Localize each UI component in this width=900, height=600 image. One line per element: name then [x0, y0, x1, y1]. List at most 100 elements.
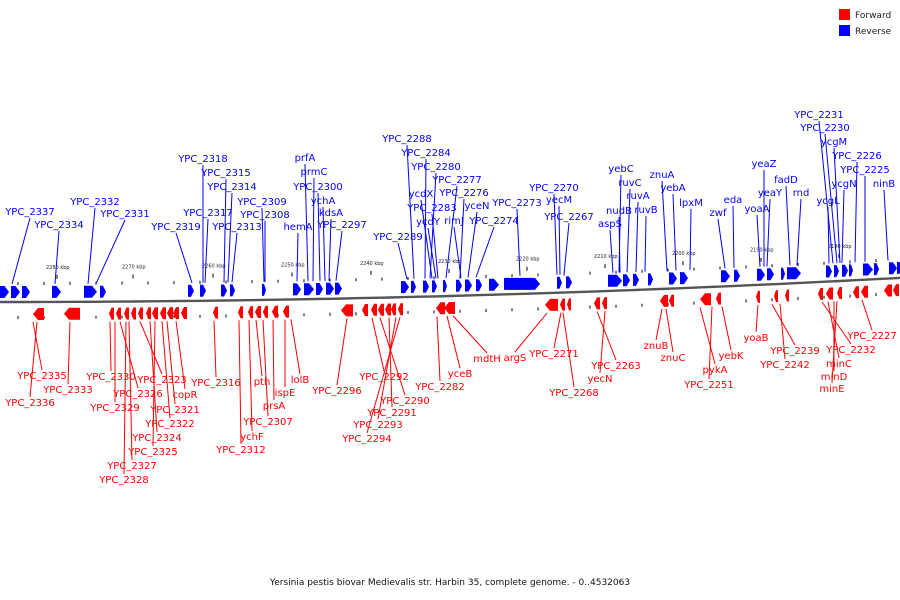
- leader-line-ypc-2277: [445, 185, 458, 279]
- gene-arrow: [567, 298, 571, 311]
- leader-line-ypc-2337: [11, 217, 31, 285]
- tick-label: 2190 kbp: [750, 248, 774, 254]
- gene-arrow: [545, 298, 558, 311]
- leader-line-copr: [175, 321, 186, 390]
- gene-label-minc: minC: [826, 359, 852, 370]
- gene-label-yebc: yebC: [608, 164, 633, 175]
- gene-arrow: [861, 285, 868, 298]
- gene-label-ruvc: ruvC: [618, 178, 641, 189]
- gene-arrow: [221, 284, 227, 297]
- leader-line-yebk: [721, 306, 732, 351]
- leader-line-zwf: [717, 218, 726, 269]
- gene-label-kdsa: kdsA: [319, 208, 343, 219]
- leader-line-znua: [661, 180, 668, 271]
- gene-arrow: [465, 279, 472, 292]
- leader-line-ypc-2314: [227, 192, 233, 283]
- gene-label-yoaa: yoaA: [744, 204, 769, 215]
- gene-label-ypc-2282: YPC_2282: [414, 382, 465, 393]
- gene-label-ypc-2232: YPC_2232: [825, 345, 876, 356]
- leader-line-ycgn: [841, 189, 845, 263]
- legend-reverse-swatch: [839, 25, 850, 36]
- gene-arrow: [262, 283, 266, 296]
- gene-label-ypc-2251: YPC_2251: [683, 380, 734, 391]
- legend-forward-swatch: [839, 9, 850, 20]
- leader-line-ypc-2291: [388, 317, 393, 408]
- gene-label-ypc-2296: YPC_2296: [311, 386, 362, 397]
- gene-label-ypc-2337: YPC_2337: [4, 207, 55, 218]
- gene-arrow: [669, 294, 674, 307]
- gene-arrow: [22, 286, 30, 298]
- gene-arrow: [781, 267, 785, 280]
- gene-arrow: [33, 308, 44, 320]
- tick-label: 2280 kbp: [46, 265, 70, 271]
- leader-line-pyka: [699, 307, 716, 365]
- leader-line-ypc-2282: [436, 316, 441, 382]
- gene-label-eda: eda: [724, 195, 743, 206]
- gene-arrow: [884, 284, 892, 297]
- leader-line-ycdy: [427, 227, 437, 279]
- leader-line-ruva: [635, 201, 639, 272]
- gene-arrow: [560, 298, 565, 311]
- leader-line-prmc: [312, 177, 315, 282]
- gene-label-ypc-2319: YPC_2319: [150, 222, 201, 233]
- gene-label-ypc-2334: YPC_2334: [33, 220, 84, 231]
- gene-arrow: [432, 280, 437, 293]
- gene-label-zwf: zwf: [710, 208, 727, 219]
- legend-reverse-label: Reverse: [855, 27, 892, 37]
- gene-arrow: [167, 307, 173, 320]
- gene-arrow: [716, 292, 721, 305]
- leader-line-ypc-2325: [152, 321, 156, 447]
- gene-label-ypc-2225: YPC_2225: [839, 165, 890, 176]
- gene-label-ypc-2328: YPC_2328: [98, 475, 149, 486]
- gene-label-ypc-2290: YPC_2290: [379, 396, 430, 407]
- gene-arrow: [11, 286, 20, 298]
- gene-label-yoab: yoaB: [743, 333, 768, 344]
- leader-line-yceb: [446, 315, 461, 369]
- gene-arrow: [0, 286, 9, 298]
- gene-arrow: [181, 307, 187, 319]
- gene-arrow: [152, 307, 158, 320]
- leader-line-ypc-2267: [563, 222, 570, 275]
- gene-label-ycdy: ycdY: [416, 217, 441, 228]
- leader-line-ypc-2309: [261, 207, 265, 282]
- leader-line-ypc-2293: [377, 317, 397, 420]
- gene-label-yeaz: yeaZ: [751, 159, 776, 170]
- gene-arrow: [721, 270, 730, 283]
- gene-arrow: [109, 307, 114, 320]
- leader-line-ycgm: [833, 147, 841, 263]
- leader-line-ypc-2328: [123, 321, 127, 475]
- gene-label-ypc-2309: YPC_2309: [236, 197, 287, 208]
- gene-label-ycha: ychA: [311, 196, 336, 207]
- leader-line-ypc-2288: [406, 144, 415, 279]
- gene-label-yecm: yecM: [546, 195, 572, 206]
- gene-label-ypc-2297: YPC_2297: [316, 220, 367, 231]
- gene-arrow: [893, 284, 899, 297]
- gene-arrow: [385, 303, 391, 316]
- leader-line-pth: [255, 319, 263, 377]
- leader-line-ypc-2251: [708, 306, 713, 380]
- forward-genes: YPC_2335 YPC_2336 YPC_2333 YPC_2330 YPC_2329…: [4, 284, 899, 486]
- gene-arrow: [213, 306, 218, 319]
- gene-label-ypc-2292: YPC_2292: [358, 372, 409, 383]
- gene-arrow: [188, 284, 194, 297]
- gene-label-ypc-2329: YPC_2329: [89, 403, 140, 414]
- gene-label-ypc-2280: YPC_2280: [410, 162, 461, 173]
- leader-line-nudb: [618, 216, 621, 273]
- gene-arrow: [680, 272, 688, 285]
- gene-arrow: [272, 305, 278, 318]
- leader-line-yecm: [558, 205, 561, 275]
- gene-arrow: [391, 303, 396, 316]
- gene-arrow: [834, 265, 839, 278]
- gene-arrow: [341, 304, 353, 317]
- gene-label-mind: minD: [821, 372, 848, 383]
- gene-arrow: [401, 281, 409, 294]
- gene-label-ypc-2314: YPC_2314: [206, 182, 257, 193]
- gene-label-prfa: prfA: [295, 153, 316, 164]
- gene-arrow: [283, 305, 289, 318]
- gene-arrow: [131, 307, 136, 320]
- leader-line-ypc-2226: [854, 161, 858, 263]
- gene-arrow: [669, 272, 677, 285]
- leader-line-ypc-2319: [175, 232, 193, 284]
- leader-line-yeay: [766, 198, 771, 267]
